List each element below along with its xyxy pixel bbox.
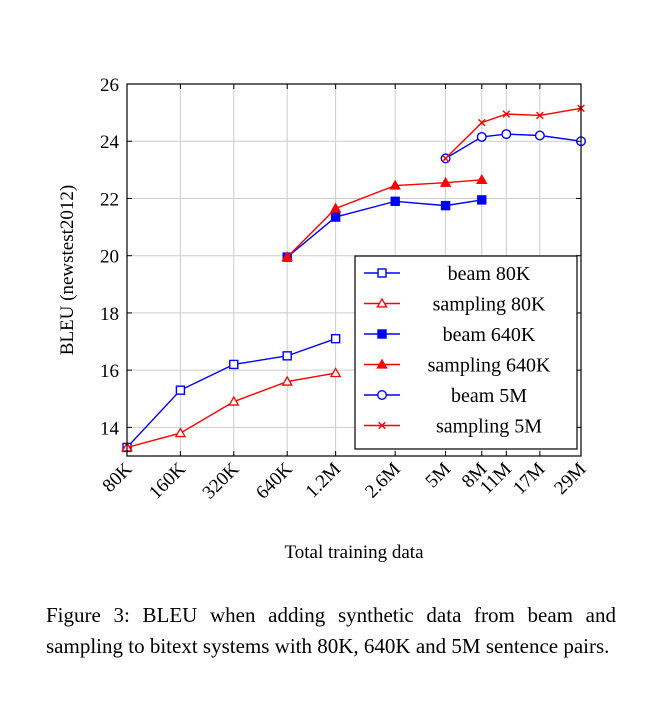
y-tick-label: 22	[100, 189, 119, 210]
data-point-sampling-640k	[439, 176, 452, 187]
legend-marker-sampling-5m	[378, 421, 386, 430]
data-point-sampling-5m	[441, 154, 450, 163]
legend-marker-beam-5m	[377, 390, 388, 401]
data-point-beam-640k	[477, 195, 487, 205]
legend-label: beam 80K	[448, 263, 531, 285]
legend-entry-sampling-640k: sampling 640K	[364, 355, 551, 377]
x-tick-label: 29M	[550, 459, 590, 499]
series-line-sampling-80k	[126, 372, 336, 449]
x-tick-label: 80K	[99, 458, 137, 496]
legend-marker-beam-640k	[377, 329, 387, 339]
y-axis-label: BLEU (newstest2012)	[57, 185, 78, 355]
series-line-sampling-5m	[445, 107, 582, 159]
y-tick-label: 16	[100, 361, 119, 382]
data-point-sampling-80k	[228, 395, 240, 406]
series-line-beam-80k	[126, 338, 336, 448]
legend-label: sampling 5M	[436, 416, 542, 438]
data-point-sampling-5m	[477, 118, 486, 127]
data-point-sampling-80k	[174, 427, 187, 438]
x-axis-label: Total training data	[284, 542, 424, 563]
series-line-sampling-640k	[286, 179, 482, 258]
data-point-beam-5m	[476, 131, 487, 142]
legend-label: sampling 640K	[428, 355, 551, 377]
data-point-beam-80k	[175, 385, 186, 395]
y-tick-label: 24	[100, 132, 120, 153]
x-tick-label: 320K	[199, 458, 244, 503]
data-point-sampling-640k	[389, 179, 401, 190]
series-sampling-640k	[281, 173, 488, 262]
legend-entry-sampling-80k: sampling 80K	[364, 294, 546, 316]
y-tick-label: 14	[100, 418, 120, 439]
series-sampling-5m	[441, 104, 585, 163]
data-point-beam-80k	[229, 359, 239, 370]
data-point-sampling-80k	[281, 375, 293, 386]
legend-label: beam 640K	[443, 324, 536, 346]
series-sampling-80k	[121, 367, 342, 452]
series-beam-640k	[282, 195, 487, 262]
data-point-sampling-5m	[536, 111, 544, 120]
legend-label: sampling 80K	[433, 294, 546, 316]
data-point-sampling-80k	[329, 367, 342, 378]
data-point-beam-80k	[282, 351, 292, 361]
y-axis-ticks: 14 16 18 20 22 24 26	[100, 75, 581, 439]
legend-marker-beam-80k	[377, 268, 387, 278]
bleu-chart: 14 16 18 20 22 24 26 80K 160K 320K 640K 1.2M 2.6M 5M…	[57, 75, 591, 563]
x-tick-label: 5M	[422, 459, 456, 493]
legend-label: beam 5M	[451, 385, 527, 407]
data-point-beam-5m	[501, 129, 512, 140]
legend-entry-beam-5m: beam 5M	[364, 385, 527, 407]
data-point-sampling-640k	[281, 251, 293, 262]
legend: beam 80K sampling 80K beam 640K sampling 64…	[354, 255, 578, 450]
data-point-beam-640k	[330, 212, 341, 222]
legend-entry-sampling-5m: sampling 5M	[364, 416, 542, 438]
figure-caption: Figure 3: BLEU when adding synthetic dat…	[46, 603, 616, 658]
x-tick-label: 2.6M	[361, 459, 405, 503]
data-point-sampling-640k	[329, 202, 342, 213]
x-tick-label: 17M	[509, 459, 549, 499]
data-point-sampling-5m	[502, 110, 511, 118]
data-point-beam-5m	[534, 130, 545, 141]
data-point-beam-640k	[440, 200, 451, 211]
y-tick-label: 18	[100, 304, 119, 325]
x-tick-label: 160K	[145, 458, 190, 503]
y-tick-label: 20	[100, 247, 119, 268]
series-beam-80k	[122, 333, 341, 453]
data-point-beam-640k	[390, 196, 400, 207]
legend-marker-sampling-640k	[376, 358, 388, 369]
plot-frame	[126, 83, 582, 457]
legend-box	[354, 255, 578, 450]
legend-entry-beam-80k: beam 80K	[364, 263, 531, 285]
series-beam-5m	[440, 129, 587, 164]
legend-marker-sampling-80k	[376, 297, 388, 308]
legend-entry-beam-640k: beam 640K	[364, 324, 536, 346]
data-point-beam-80k	[330, 333, 341, 344]
data-point-sampling-640k	[476, 173, 488, 184]
y-tick-label: 26	[100, 75, 119, 96]
x-tick-label: 640K	[252, 458, 297, 503]
x-tick-label: 1.2M	[302, 459, 346, 503]
